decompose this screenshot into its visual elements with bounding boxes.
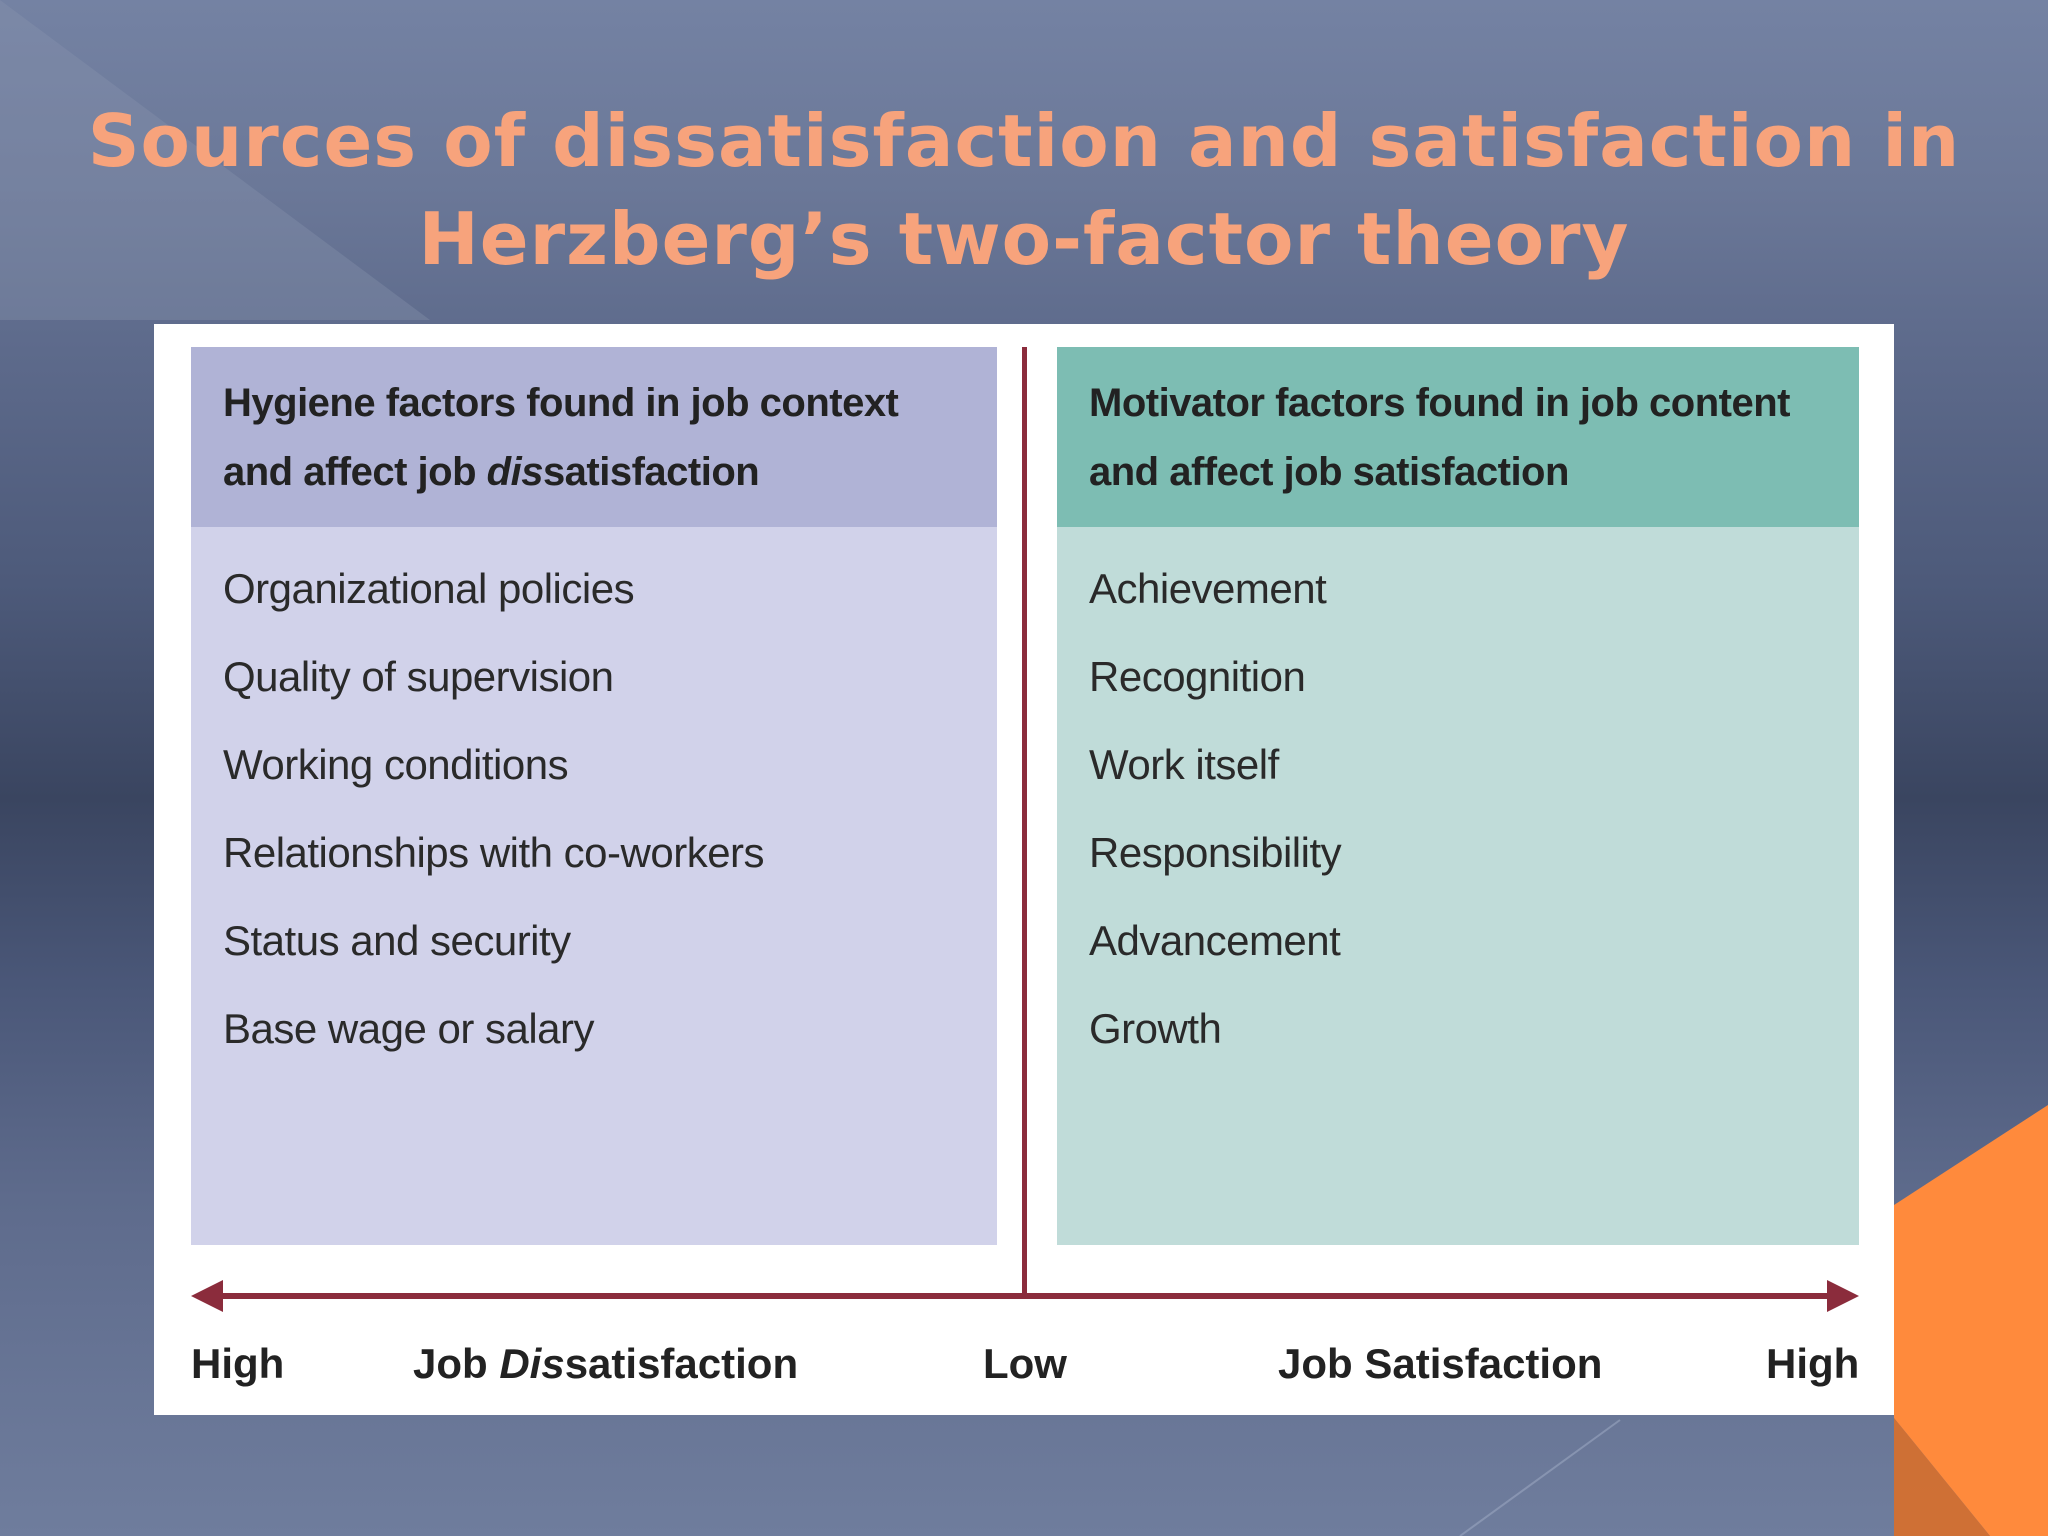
motivator-factor-item: Advancement [1089,917,1341,964]
hygiene-header-line-2-prefix: and affect job [223,450,487,494]
motivator-factor-item: Recognition [1089,653,1306,700]
motivator-header-line-1: Motivator factors found in job content [1089,381,1790,425]
axis-center-low-label: Low [983,1340,1067,1387]
axis-dissatisfaction-italic: Dis [499,1340,565,1387]
motivator-factor-item: Growth [1089,1005,1222,1052]
hygiene-header-line-1: Hygiene factors found in job context [223,381,899,425]
axis-satisfaction-label: Job Satisfaction [1278,1340,1603,1387]
center-divider-line [1022,347,1027,1293]
left-arrowhead-icon [191,1280,223,1312]
hygiene-factor-item: Status and security [223,917,571,964]
satisfaction-axis-arrow [191,1280,1859,1312]
motivator-factor-item: Responsibility [1089,829,1342,876]
hygiene-header-line-2-suffix: satisfaction [542,450,760,494]
hygiene-header-line-2-italic: dis [486,450,544,494]
axis-labels: High Job Dissatisfaction Low Job Satisfa… [154,1334,1894,1394]
axis-dissatisfaction-label: Job Dissatisfaction [413,1334,798,1394]
two-factor-figure: Hygiene factors found in job context and… [154,324,1894,1415]
slide-title: Sources of dissatisfaction and satisfact… [0,92,2048,288]
hygiene-factors-panel: Hygiene factors found in job context and… [191,347,997,1245]
hygiene-factor-item: Quality of supervision [223,653,614,700]
axis-right-high-label: High [1766,1340,1860,1387]
motivator-factor-item: Achievement [1089,565,1327,612]
motivator-factors-panel: Motivator factors found in job content a… [1057,347,1859,1245]
slide-title-line-2: Herzberg’s two-factor theory [418,197,1630,281]
hygiene-factor-item: Base wage or salary [223,1005,595,1052]
orange-corner-shadow [1894,1418,1990,1536]
slide-title-line-1: Sources of dissatisfaction and satisfact… [87,99,1961,183]
hygiene-factor-item: Relationships with co-workers [223,829,765,876]
hygiene-factor-item: Organizational policies [223,565,635,612]
axis-left-high-label: High [191,1340,285,1387]
hygiene-panel-header: Hygiene factors found in job context and… [191,347,997,527]
hygiene-header-line-2: and affect job dissatisfaction [223,438,967,507]
axis-dissatisfaction-suffix: satisfaction [564,1340,799,1387]
bottom-diagonal-line [1459,1419,1621,1536]
hygiene-factor-list: Organizational policies Quality of super… [191,527,997,1073]
motivator-factor-item: Work itself [1089,741,1279,788]
motivator-factor-list: Achievement Recognition Work itself Resp… [1057,527,1859,1073]
right-arrowhead-icon [1827,1280,1859,1312]
orange-corner-shape [1894,1105,2048,1536]
motivator-panel-header: Motivator factors found in job content a… [1057,347,1859,527]
motivator-header-line-2: and affect job satisfaction [1089,450,1569,494]
axis-dissatisfaction-prefix: Job [413,1340,500,1387]
hygiene-factor-item: Working conditions [223,741,569,788]
